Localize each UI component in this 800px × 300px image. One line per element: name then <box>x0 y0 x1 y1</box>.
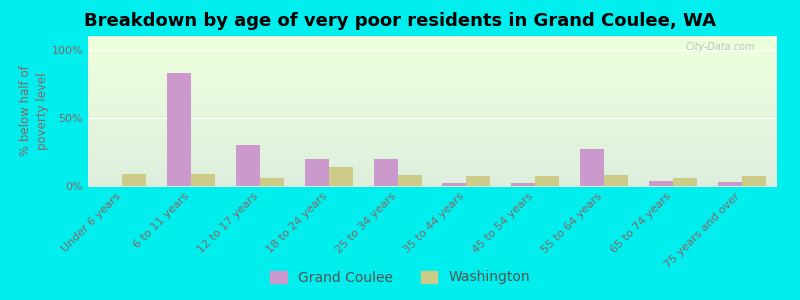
Y-axis label: % below half of
poverty level: % below half of poverty level <box>18 66 49 156</box>
Bar <box>122 174 146 186</box>
Bar <box>742 176 766 186</box>
Bar <box>374 159 398 186</box>
Bar <box>398 175 422 186</box>
Bar <box>604 175 628 186</box>
Bar <box>673 178 697 186</box>
Bar <box>167 73 191 186</box>
Bar <box>649 181 673 186</box>
Bar <box>236 145 260 186</box>
Text: City-Data.com: City-Data.com <box>686 42 755 52</box>
Bar <box>535 176 559 186</box>
Legend: Grand Coulee, Washington: Grand Coulee, Washington <box>265 265 535 290</box>
Bar <box>511 183 535 186</box>
Bar <box>466 176 490 186</box>
Bar <box>580 149 604 186</box>
Bar <box>305 159 329 186</box>
Bar <box>191 174 215 186</box>
Text: Breakdown by age of very poor residents in Grand Coulee, WA: Breakdown by age of very poor residents … <box>84 12 716 30</box>
Bar <box>329 167 353 186</box>
Bar <box>718 182 742 186</box>
Bar <box>442 183 466 186</box>
Bar <box>260 178 284 186</box>
